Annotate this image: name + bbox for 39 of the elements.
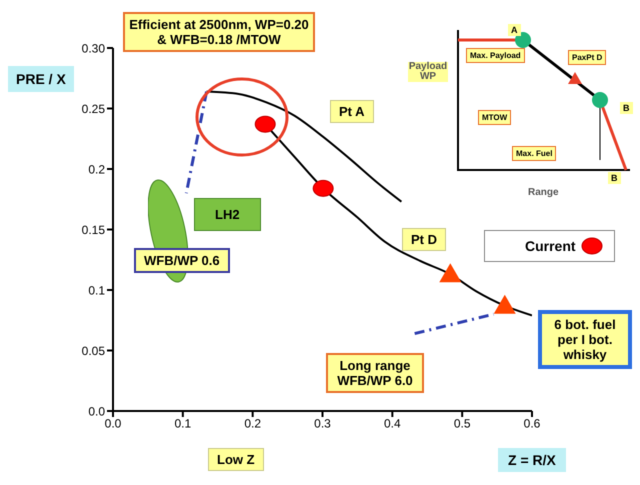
y-tick-label: 0.25 [82,102,106,116]
annotation: MTOW [478,110,512,125]
point [494,294,516,314]
point [312,180,334,197]
y-tick-label: 0.2 [88,162,106,176]
text: A [508,24,520,36]
y-tick-label: 0.30 [82,41,106,56]
y-tick-label: 0.15 [82,222,106,237]
annotation: Range [528,187,559,198]
annotation: Payload WP [408,61,448,82]
x-tick-label: 0.5 [454,416,471,431]
text: Low Z [208,448,264,471]
text-box: LH2 [194,198,261,231]
y-axis-title: PRE / X [8,66,74,92]
x-tick-label: 0.1 [174,416,192,431]
point [254,116,276,133]
text: B [620,102,632,114]
line-series [206,90,402,203]
y-tick-label: 0.05 [82,344,106,358]
legend-label: Current [525,237,577,255]
annotation: Max. Fuel [512,146,556,161]
x-tick-label: 0.0 [104,416,122,431]
y-tick-label: 0.0 [88,404,106,418]
x-tick-label: 0.4 [384,416,401,431]
x-axis-title: Z = R/X [498,448,566,472]
text: PaxPt D [568,50,606,65]
annotation: Pt D [402,228,446,251]
annotation: Long range WFB/WP 6.0 [326,353,424,393]
y-tick-label: 0.1 [88,283,106,298]
text: 6 bot. fuel per I bot. whisky [538,310,632,369]
annotation: Pt A [330,100,374,123]
x-tick-label: 0.3 [314,416,332,431]
point [439,263,462,282]
text: B [608,172,620,184]
x-tick-label: 0.2 [244,416,262,431]
chart-title: Efficient at 2500nm, WP=0.20 & WFB=0.18 /MTOW [123,12,315,52]
x-tick-label: 0.6 [524,416,541,431]
annotation: Max. Payload [466,48,525,63]
annotation: WFB/WP 0.6 [134,248,230,273]
